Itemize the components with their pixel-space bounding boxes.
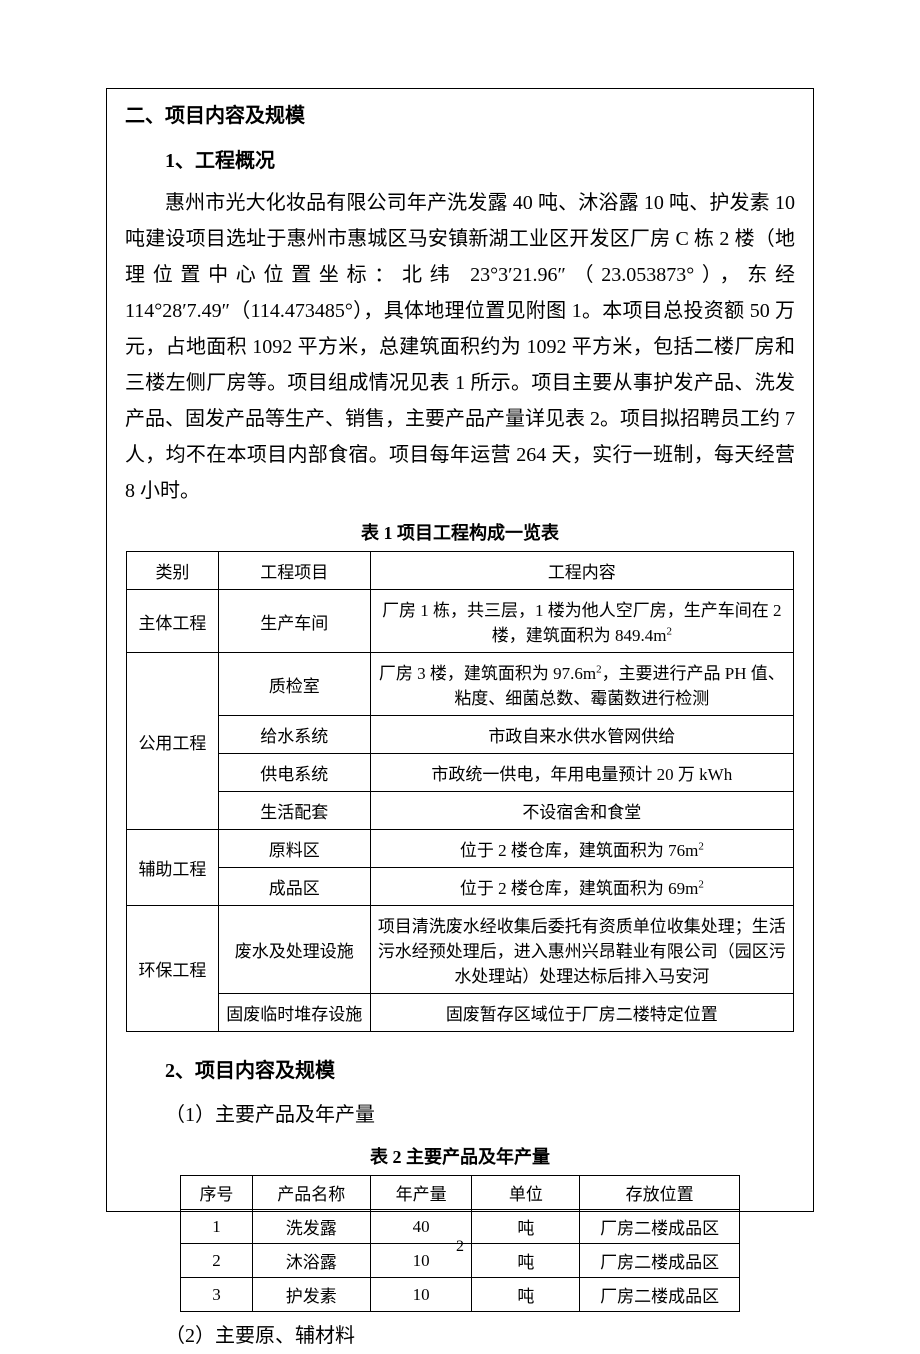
page-content-frame: 二、项目内容及规模 1、工程概况 惠州市光大化妆品有限公司年产洗发露 40 吨、… (106, 88, 814, 1212)
table1-header-cell: 类别 (127, 552, 219, 590)
table1-item-cell: 生产车间 (218, 590, 370, 653)
table1-row: 公用工程质检室厂房 3 楼，建筑面积为 97.6m2，主要进行产品 PH 值、粘… (127, 653, 794, 716)
table1-category-cell: 公用工程 (127, 653, 219, 830)
table-project-composition: 类别 工程项目 工程内容 主体工程生产车间厂房 1 栋，共三层，1 楼为他人空厂… (126, 551, 794, 1032)
section-heading: 二、项目内容及规模 (125, 99, 795, 128)
table1-row: 主体工程生产车间厂房 1 栋，共三层，1 楼为他人空厂房，生产车间在 2 楼，建… (127, 590, 794, 653)
table2-row: 3护发素10吨厂房二楼成品区 (181, 1278, 740, 1312)
table1-category-cell: 环保工程 (127, 906, 219, 1032)
table1-content-cell: 位于 2 楼仓库，建筑面积为 69m2 (370, 868, 793, 906)
table2-header-cell: 产品名称 (252, 1176, 370, 1210)
table2-cell: 护发素 (252, 1278, 370, 1312)
table1-content-cell: 市政自来水供水管网供给 (370, 716, 793, 754)
table2-cell: 3 (181, 1278, 253, 1312)
subsubheading-2: （2）主要原、辅材料 (125, 1318, 795, 1354)
table1-item-cell: 给水系统 (218, 716, 370, 754)
table1-content-cell: 厂房 3 楼，建筑面积为 97.6m2，主要进行产品 PH 值、粘度、细菌总数、… (370, 653, 793, 716)
table1-row: 给水系统市政自来水供水管网供给 (127, 716, 794, 754)
table1-item-cell: 生活配套 (218, 792, 370, 830)
page-number: 2 (0, 1238, 920, 1256)
table1-item-cell: 固废临时堆存设施 (218, 994, 370, 1032)
subsubheading-1: （1）主要产品及年产量 (125, 1097, 795, 1133)
table1-row: 供电系统市政统一供电，年用电量预计 20 万 kWh (127, 754, 794, 792)
table1-header-cell: 工程内容 (370, 552, 793, 590)
table1-item-cell: 成品区 (218, 868, 370, 906)
table1-content-cell: 市政统一供电，年用电量预计 20 万 kWh (370, 754, 793, 792)
table1-row: 环保工程废水及处理设施项目清洗废水经收集后委托有资质单位收集处理；生活污水经预处… (127, 906, 794, 994)
table2-cell: 10 (370, 1278, 472, 1312)
table1-item-cell: 供电系统 (218, 754, 370, 792)
table1-content-cell: 位于 2 楼仓库，建筑面积为 76m2 (370, 830, 793, 868)
table1-caption: 表 1 项目工程构成一览表 (125, 519, 795, 545)
table2-header-row: 序号 产品名称 年产量 单位 存放位置 (181, 1176, 740, 1210)
table1-category-cell: 辅助工程 (127, 830, 219, 906)
table1-row: 辅助工程原料区位于 2 楼仓库，建筑面积为 76m2 (127, 830, 794, 868)
table1-content-cell: 固废暂存区域位于厂房二楼特定位置 (370, 994, 793, 1032)
table2-header-cell: 年产量 (370, 1176, 472, 1210)
table1-item-cell: 废水及处理设施 (218, 906, 370, 994)
table1-header-row: 类别 工程项目 工程内容 (127, 552, 794, 590)
table1-row: 固废临时堆存设施固废暂存区域位于厂房二楼特定位置 (127, 994, 794, 1032)
paragraph-overview: 惠州市光大化妆品有限公司年产洗发露 40 吨、沐浴露 10 吨、护发素 10 吨… (125, 185, 795, 509)
table2-cell: 厂房二楼成品区 (580, 1278, 740, 1312)
table2-caption: 表 2 主要产品及年产量 (125, 1143, 795, 1169)
table2-cell: 吨 (472, 1278, 580, 1312)
table2-header-cell: 存放位置 (580, 1176, 740, 1210)
table1-content-cell: 项目清洗废水经收集后委托有资质单位收集处理；生活污水经预处理后，进入惠州兴昂鞋业… (370, 906, 793, 994)
table1-item-cell: 原料区 (218, 830, 370, 868)
table2-header-cell: 单位 (472, 1176, 580, 1210)
table1-header-cell: 工程项目 (218, 552, 370, 590)
table2-header-cell: 序号 (181, 1176, 253, 1210)
table1-category-cell: 主体工程 (127, 590, 219, 653)
table1-row: 生活配套不设宿舍和食堂 (127, 792, 794, 830)
table1-content-cell: 不设宿舍和食堂 (370, 792, 793, 830)
table1-item-cell: 质检室 (218, 653, 370, 716)
table1-content-cell: 厂房 1 栋，共三层，1 楼为他人空厂房，生产车间在 2 楼，建筑面积为 849… (370, 590, 793, 653)
table1-row: 成品区位于 2 楼仓库，建筑面积为 69m2 (127, 868, 794, 906)
subheading-1: 1、工程概况 (125, 144, 795, 173)
subheading-2: 2、项目内容及规模 (125, 1054, 795, 1083)
